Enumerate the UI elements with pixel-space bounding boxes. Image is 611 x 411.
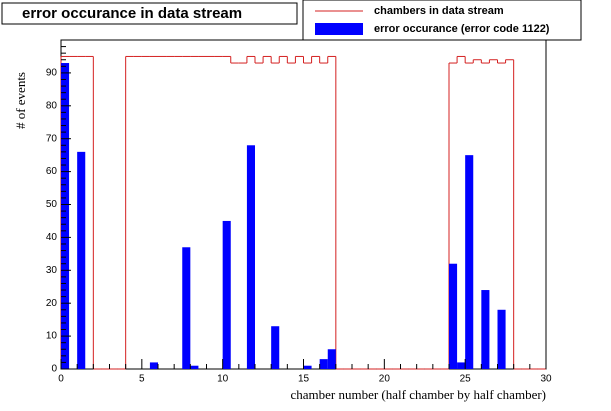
x-tick-label: 5 bbox=[139, 374, 145, 385]
y-tick-label: 70 bbox=[46, 133, 58, 144]
bar bbox=[271, 326, 280, 369]
bar bbox=[303, 365, 312, 369]
y-tick-label: 20 bbox=[46, 298, 58, 309]
x-tick-label: 20 bbox=[379, 374, 391, 385]
bar bbox=[149, 362, 158, 369]
x-tick-label: 15 bbox=[298, 374, 310, 385]
legend-label: chambers in data stream bbox=[374, 5, 504, 17]
bar bbox=[182, 247, 191, 369]
y-tick-label: 10 bbox=[46, 331, 58, 342]
chart-title: error occurance in data stream bbox=[22, 5, 242, 22]
bar bbox=[319, 359, 328, 369]
y-tick-label: 80 bbox=[46, 100, 58, 111]
legend-label: error occurance (error code 1122) bbox=[374, 23, 550, 35]
x-tick-label: 30 bbox=[540, 374, 552, 385]
x-tick-label: 10 bbox=[217, 374, 229, 385]
bar bbox=[61, 63, 70, 369]
x-tick-label: 25 bbox=[460, 374, 472, 385]
x-tick-label: 0 bbox=[58, 374, 64, 385]
bar bbox=[449, 263, 458, 369]
bar bbox=[327, 349, 336, 369]
legend-swatch bbox=[315, 23, 363, 35]
bar bbox=[222, 220, 231, 369]
title-box bbox=[1, 2, 298, 25]
y-tick-label: 30 bbox=[46, 265, 58, 276]
x-axis-label: chamber number (half chamber by half cha… bbox=[290, 387, 546, 402]
bar bbox=[190, 365, 199, 369]
y-tick-label: 0 bbox=[51, 364, 57, 375]
bar bbox=[497, 309, 506, 369]
bar bbox=[465, 155, 474, 369]
y-tick-label: 90 bbox=[46, 68, 58, 79]
y-axis-label: # of events bbox=[13, 72, 28, 129]
bar bbox=[246, 145, 255, 369]
y-tick-label: 50 bbox=[46, 199, 58, 210]
y-tick-label: 40 bbox=[46, 232, 58, 243]
bar bbox=[481, 290, 490, 369]
bar bbox=[77, 151, 86, 369]
y-tick-label: 60 bbox=[46, 166, 58, 177]
bar bbox=[457, 362, 466, 369]
